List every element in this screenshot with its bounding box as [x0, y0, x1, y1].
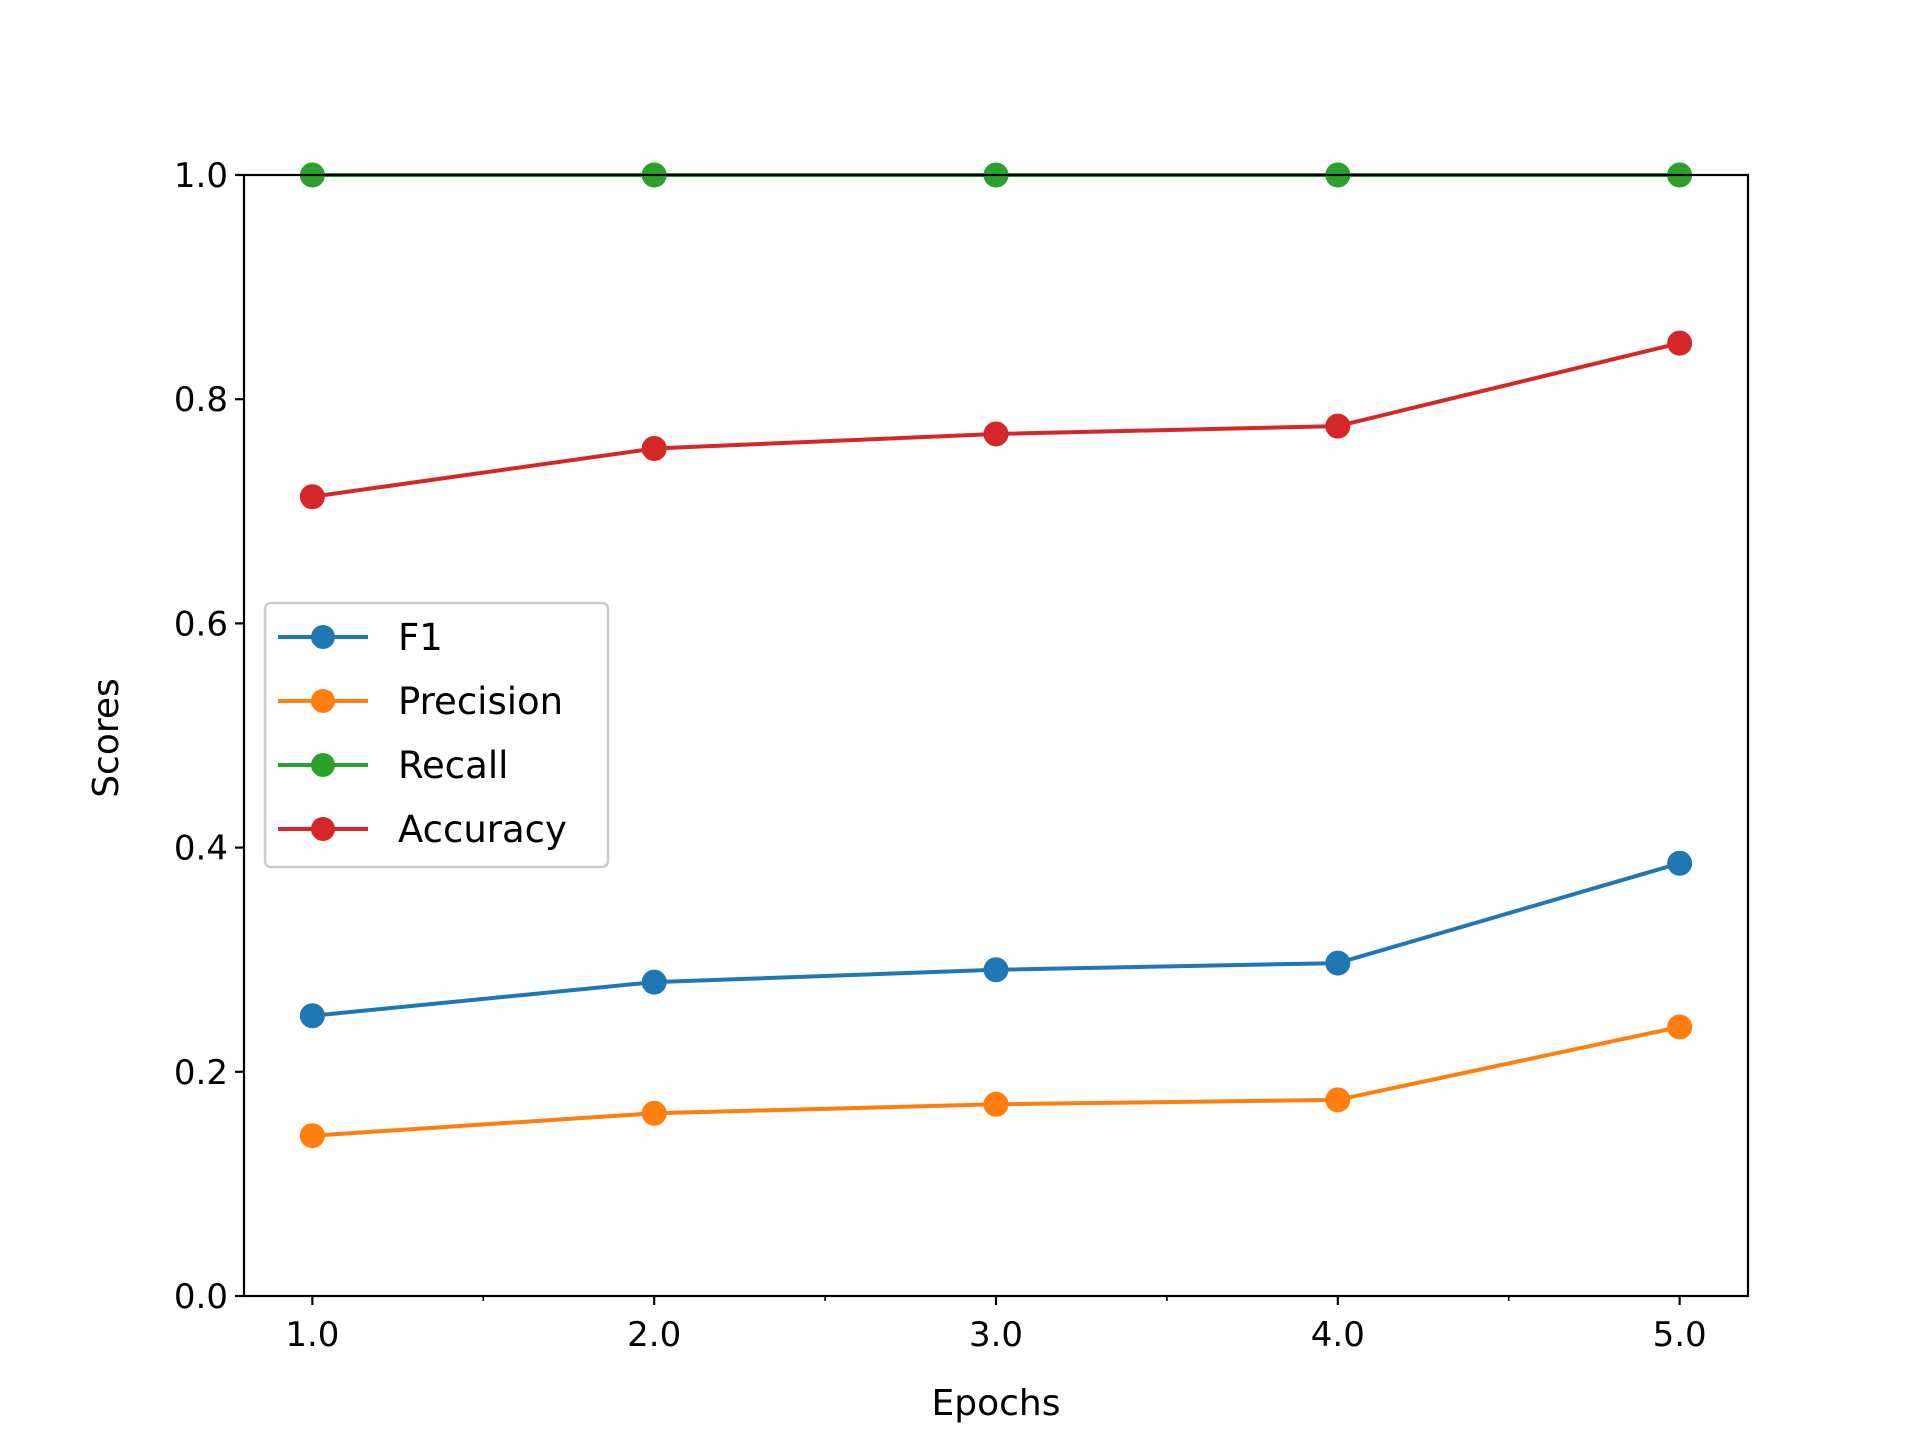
data-point-accuracy	[641, 436, 667, 462]
legend-marker-f1	[311, 625, 335, 649]
y-axis-label: Scores	[86, 678, 127, 798]
x-tick-label: 1.0	[285, 1315, 339, 1355]
x-tick-label: 2.0	[627, 1315, 681, 1355]
data-point-f1	[641, 969, 667, 995]
y-tick-label: 0.4	[174, 829, 228, 869]
x-axis-ticks: 1.0 2.0 3.0 4.0 5.0	[285, 1296, 1707, 1355]
legend-marker-accuracy	[311, 817, 335, 841]
data-point-f1	[1667, 850, 1693, 876]
legend-label-recall: Recall	[398, 744, 508, 787]
data-point-f1	[1325, 950, 1351, 976]
y-tick-label: 1.0	[174, 156, 228, 196]
data-point-precision	[1325, 1087, 1351, 1113]
x-tick-label: 5.0	[1653, 1315, 1707, 1355]
data-point-accuracy	[983, 421, 1009, 447]
x-tick-label: 3.0	[969, 1315, 1023, 1355]
legend-marker-recall	[311, 753, 335, 777]
data-point-accuracy	[1667, 330, 1693, 356]
data-point-accuracy	[299, 484, 325, 510]
data-point-precision	[1667, 1014, 1693, 1040]
data-point-accuracy	[1325, 413, 1351, 439]
data-point-precision	[299, 1123, 325, 1149]
data-point-precision	[641, 1100, 667, 1126]
legend: F1 Precision Recall Accuracy	[263, 601, 610, 869]
data-point-f1	[983, 957, 1009, 983]
y-tick-label: 0.8	[174, 380, 228, 420]
legend-marker-precision	[311, 689, 335, 713]
data-point-precision	[983, 1091, 1009, 1117]
y-tick-label: 0.0	[174, 1277, 228, 1317]
y-axis-ticks: 0.0 0.2 0.4 0.6 0.8 1.0	[174, 156, 244, 1317]
data-point-f1	[299, 1003, 325, 1029]
x-tick-label: 4.0	[1311, 1315, 1365, 1355]
x-axis-label: Epochs	[932, 1383, 1061, 1424]
legend-box	[263, 601, 610, 869]
legend-label-precision: Precision	[398, 680, 563, 723]
y-tick-label: 0.6	[174, 604, 228, 644]
legend-label-f1: F1	[398, 616, 443, 659]
y-tick-label: 0.2	[174, 1053, 228, 1093]
series-layer	[299, 162, 1693, 1149]
legend-label-accuracy: Accuracy	[398, 808, 567, 851]
